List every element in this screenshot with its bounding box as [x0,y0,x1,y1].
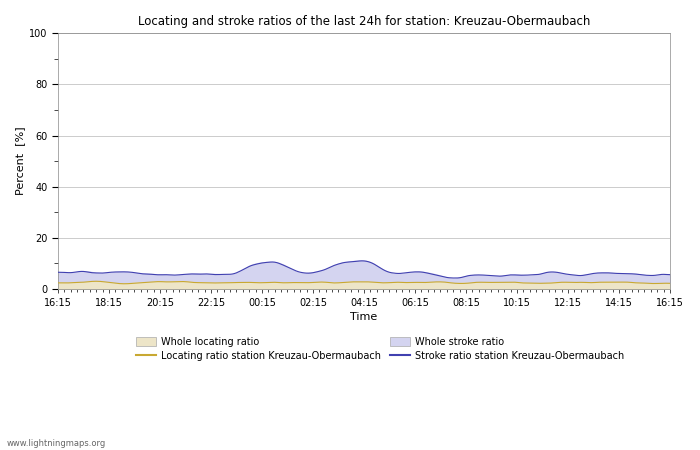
Y-axis label: Percent  [%]: Percent [%] [15,127,25,195]
Legend: Whole locating ratio, Locating ratio station Kreuzau-Obermaubach, Whole stroke r: Whole locating ratio, Locating ratio sta… [136,337,624,361]
Text: www.lightningmaps.org: www.lightningmaps.org [7,439,106,448]
Title: Locating and stroke ratios of the last 24h for station: Kreuzau-Obermaubach: Locating and stroke ratios of the last 2… [138,15,590,28]
X-axis label: Time: Time [350,312,377,322]
